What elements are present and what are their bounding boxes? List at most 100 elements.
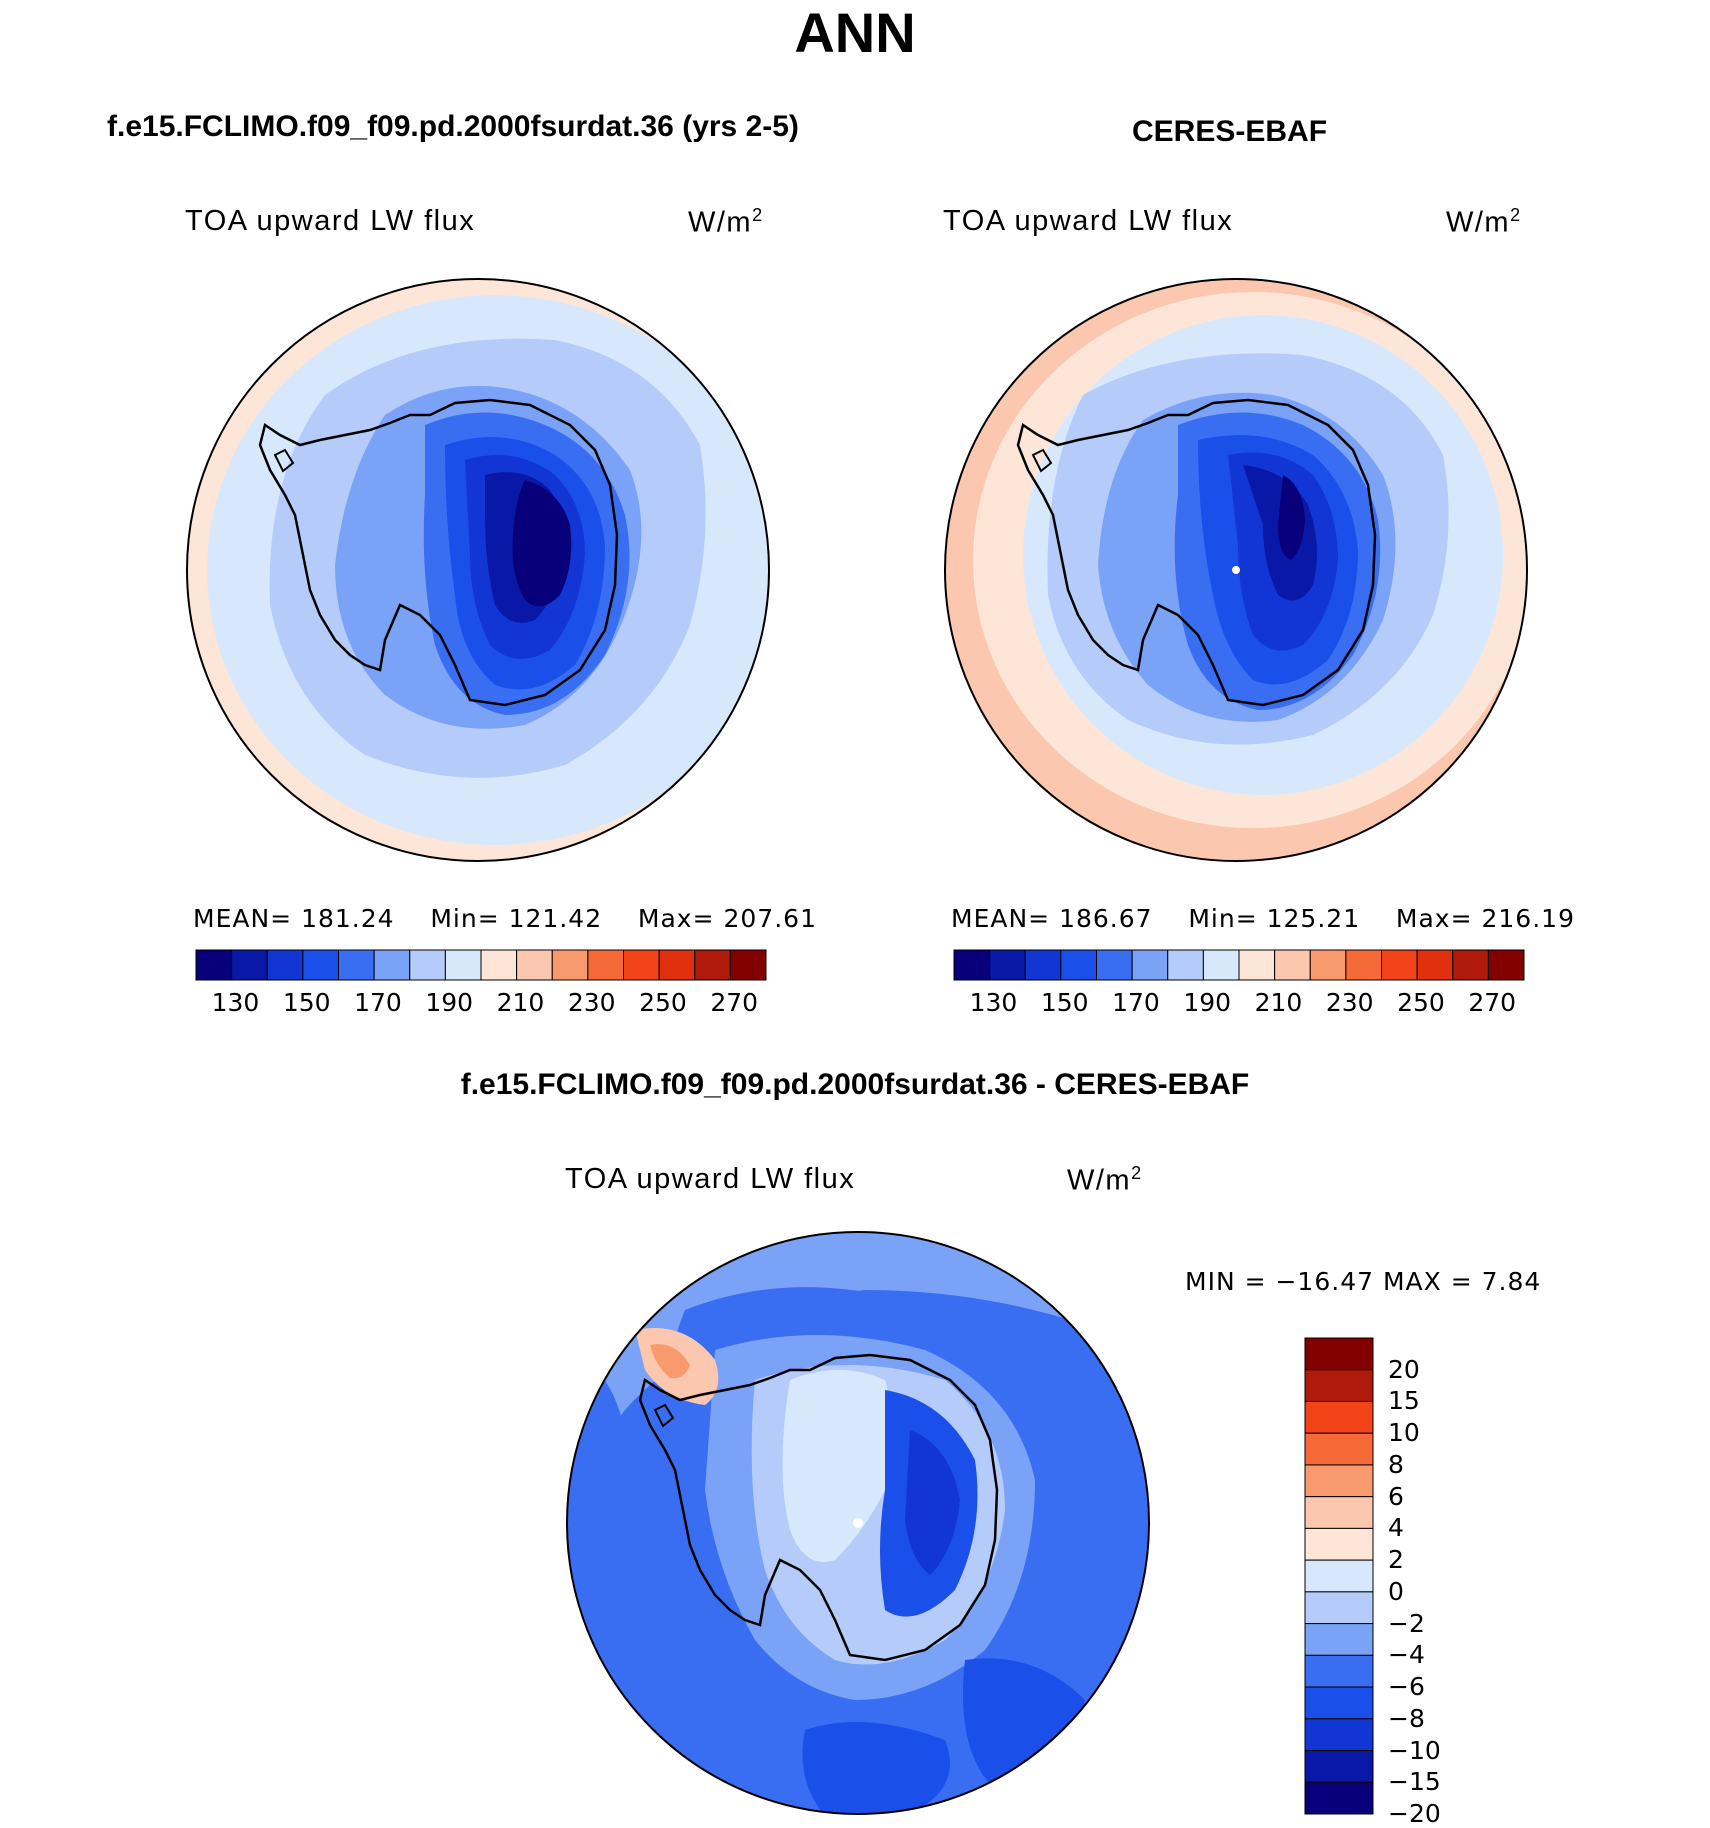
- obs-colorbar-box: [1131, 949, 1169, 981]
- model-colorbar-tick-label: 150: [282, 988, 331, 1017]
- diff-colorbar-tick-label: 10: [1388, 1418, 1420, 1448]
- model-subtitle: f.e15.FCLIMO.f09_f09.pd.2000fsurdat.36 (…: [107, 110, 799, 143]
- diff-colorbar-tick-label: 8: [1388, 1449, 1404, 1479]
- diff-colorbar-box: [1304, 1654, 1374, 1688]
- obs-colorbar-tick-label: 250: [1397, 988, 1445, 1017]
- diff-variable-label: TOA upward LW flux: [565, 1163, 856, 1195]
- diff-colorbar-box: [1304, 1686, 1374, 1720]
- diff-colorbar-tick-label: −15: [1388, 1767, 1441, 1797]
- diff-colorbar-tick-label: −4: [1388, 1640, 1425, 1670]
- model-colorbar-tick-label: 250: [639, 988, 687, 1017]
- model-colorbar-box: [338, 949, 375, 981]
- diff-colorbar-tick-label: 15: [1388, 1386, 1420, 1416]
- diff-colorbar-box: [1304, 1591, 1374, 1625]
- model-colorbar-tick-label: 170: [354, 988, 402, 1017]
- figure-title: ANN: [794, 1, 916, 64]
- obs-colorbar-ticks: 130 150 170 190 210 230 250 270: [954, 988, 1524, 1018]
- model-colorbar-tick-label: 130: [211, 988, 260, 1017]
- model-colorbar-box: [231, 949, 268, 981]
- obs-subtitle: CERES-EBAF: [1132, 115, 1328, 148]
- model-colorbar-box: [516, 949, 553, 981]
- model-variable-label: TOA upward LW flux: [185, 205, 476, 237]
- diff-colorbar-box: [1304, 1750, 1374, 1783]
- model-colorbar-box: [480, 949, 518, 981]
- diff-colorbar-box: [1304, 1432, 1374, 1466]
- obs-colorbar-box: [1060, 949, 1097, 981]
- diff-colorbar-tick-label: −6: [1388, 1672, 1425, 1702]
- diff-colorbar-tick-label: −10: [1388, 1735, 1441, 1765]
- model-colorbar-box: [623, 949, 660, 981]
- obs-colorbar-tick-label: 190: [1183, 988, 1232, 1017]
- model-colorbar-box: [444, 949, 482, 981]
- diff-colorbar-box: [1304, 1337, 1374, 1371]
- diff-colorbar-box: [1304, 1369, 1374, 1402]
- model-colorbar-box: [694, 949, 731, 981]
- model-colorbar-tick-label: 210: [496, 988, 545, 1017]
- diff-colorbar-tick-label: 20: [1388, 1354, 1420, 1384]
- diff-colorbar-box: [1304, 1718, 1374, 1752]
- model-colorbar-box: [658, 949, 696, 981]
- model-colorbar-tick-label: 190: [425, 988, 474, 1017]
- obs-colorbar-box: [1024, 949, 1062, 981]
- diff-colorbar-box: [1304, 1496, 1374, 1529]
- obs-colorbar-box: [1416, 949, 1454, 981]
- model-units-label: W/m2: [688, 205, 764, 239]
- diff-colorbar-tick-label: −8: [1388, 1703, 1425, 1733]
- diff-colorbar-ticks: 20 15 10 8 6 4 2 0 −2 −4 −6 −8 −10 −15 −20: [1388, 1338, 1468, 1828]
- diff-polar-map: [566, 1231, 1150, 1815]
- obs-colorbar-box: [989, 949, 1026, 981]
- diff-colorbar-box: [1304, 1559, 1374, 1593]
- obs-colorbar-box: [1096, 949, 1133, 981]
- obs-colorbar-box: [1452, 949, 1489, 981]
- obs-colorbar-tick-label: 130: [969, 988, 1018, 1017]
- obs-colorbar-tick-label: 170: [1112, 988, 1160, 1017]
- obs-colorbar-box: [1238, 949, 1276, 981]
- model-colorbar-box: [587, 949, 624, 981]
- obs-polar-map: [944, 278, 1528, 862]
- obs-variable-label: TOA upward LW flux: [943, 205, 1234, 237]
- diff-colorbar-box: [1304, 1400, 1374, 1434]
- obs-colorbar-box: [1345, 949, 1382, 981]
- diff-minmax: MIN = −16.47 MAX = 7.84: [1185, 1267, 1542, 1296]
- obs-colorbar-tick-label: 210: [1254, 988, 1303, 1017]
- model-colorbar-box: [266, 949, 304, 981]
- obs-colorbar-box: [953, 949, 991, 981]
- diff-subtitle: f.e15.FCLIMO.f09_f09.pd.2000fsurdat.36 -…: [460, 1068, 1250, 1101]
- diff-colorbar-tick-label: 0: [1388, 1576, 1404, 1606]
- obs-colorbar-tick-label: 270: [1468, 988, 1517, 1017]
- diff-colorbar-box: [1304, 1781, 1374, 1815]
- diff-colorbar-tick-label: −2: [1388, 1608, 1425, 1638]
- model-colorbar-box: [551, 949, 589, 981]
- model-colorbar-box: [729, 949, 767, 981]
- diff-colorbar-tick-label: −20: [1388, 1799, 1441, 1828]
- model-colorbar-box: [195, 949, 233, 981]
- diff-colorbar-box: [1304, 1527, 1374, 1561]
- obs-colorbar-box: [1381, 949, 1418, 981]
- obs-colorbar-box: [1274, 949, 1311, 981]
- obs-colorbar: [953, 949, 1525, 981]
- diff-colorbar-box: [1304, 1464, 1374, 1498]
- diff-colorbar-tick-label: 6: [1388, 1481, 1404, 1511]
- model-colorbar-ticks: 130 150 170 190 210 230 250 270: [196, 988, 766, 1018]
- obs-colorbar-box: [1167, 949, 1204, 981]
- model-colorbar: [195, 949, 767, 981]
- model-stats: MEAN= 181.24 Min= 121.42 Max= 207.61: [193, 904, 817, 933]
- diff-colorbar-tick-label: 2: [1388, 1545, 1404, 1575]
- obs-colorbar-box: [1309, 949, 1347, 981]
- obs-stats: MEAN= 186.67 Min= 125.21 Max= 216.19: [951, 904, 1575, 933]
- obs-colorbar-box: [1202, 949, 1240, 981]
- obs-colorbar-tick-label: 230: [1325, 988, 1374, 1017]
- diff-colorbar-box: [1304, 1623, 1374, 1656]
- model-colorbar-tick-label: 270: [710, 988, 759, 1017]
- model-colorbar-box: [409, 949, 446, 981]
- diff-colorbar: [1304, 1337, 1374, 1815]
- obs-colorbar-tick-label: 150: [1040, 988, 1089, 1017]
- model-colorbar-box: [302, 949, 339, 981]
- model-colorbar-tick-label: 230: [567, 988, 616, 1017]
- model-polar-map: [186, 278, 770, 862]
- diff-units-label: W/m2: [1067, 1163, 1143, 1197]
- obs-units-label: W/m2: [1446, 205, 1522, 239]
- diff-colorbar-tick-label: 4: [1388, 1513, 1404, 1543]
- model-colorbar-box: [373, 949, 411, 981]
- obs-colorbar-box: [1487, 949, 1525, 981]
